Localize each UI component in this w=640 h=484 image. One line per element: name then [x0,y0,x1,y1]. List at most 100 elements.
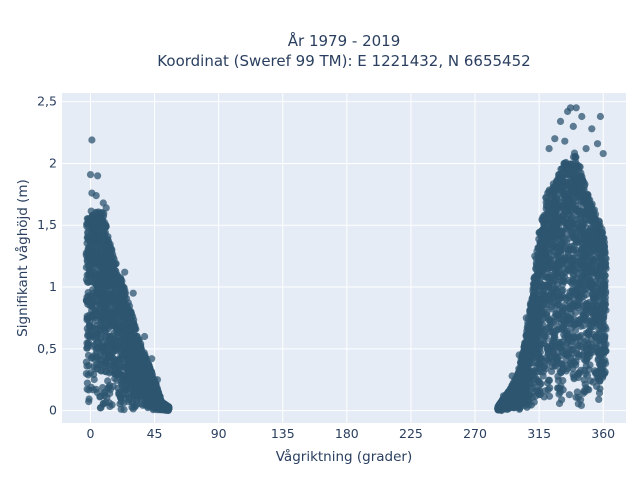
data-point [540,333,549,341]
data-point [515,351,523,359]
data-point [145,363,153,372]
data-point [574,353,583,361]
y-tick-label: 2 [49,155,57,170]
data-point [548,303,556,311]
data-point [93,353,101,361]
data-point [104,377,112,385]
data-point [151,402,159,410]
data-point [99,310,107,318]
data-point [553,272,561,281]
data-point [545,376,553,384]
data-point [124,394,133,402]
data-point [93,245,101,254]
data-point [590,294,598,302]
data-point [558,239,567,247]
data-point [578,178,586,186]
data-point [535,387,543,395]
data-point [561,137,569,145]
data-point [110,314,118,322]
data-point [588,230,597,238]
data-point [141,332,149,341]
data-point [563,361,572,370]
data-point [573,279,581,288]
data-point [556,117,565,125]
data-point [86,324,94,332]
data-point [545,234,553,242]
data-point [590,211,598,219]
data-point [560,190,568,198]
data-point [524,352,532,360]
data-point [105,242,113,250]
data-point [570,303,578,311]
data-point [117,393,125,401]
data-point [571,321,579,329]
data-point [116,400,124,408]
data-point [573,274,582,282]
data-point [588,346,596,354]
x-tick-label: 90 [211,426,227,441]
data-points [82,104,610,415]
data-point [106,265,114,273]
data-point [102,257,110,265]
data-point [558,205,567,213]
data-point [571,326,580,335]
data-point [87,313,95,321]
data-point [599,239,607,247]
data-point [569,122,577,130]
data-point [596,385,604,393]
data-point [532,303,540,311]
data-point [597,350,605,358]
data-point [86,318,94,326]
data-point [572,104,580,112]
data-point [578,172,586,181]
data-point [596,322,604,330]
data-point [587,335,595,343]
data-point [553,262,562,271]
data-point [105,399,113,407]
data-point [105,251,113,259]
x-tick-label: 45 [147,426,163,441]
data-point [120,363,128,371]
data-point [97,404,105,412]
data-point [558,176,567,184]
data-point [139,378,148,386]
data-point [116,280,124,288]
data-point [92,365,100,373]
data-point [550,278,558,286]
data-point [534,262,542,270]
data-point [100,285,108,294]
data-point [107,365,115,373]
data-point [529,368,538,376]
data-point [596,374,604,382]
data-point [568,255,576,263]
data-point [84,233,92,242]
data-point [93,338,101,346]
data-point [83,222,91,230]
data-point [83,339,91,347]
data-point [565,234,573,242]
data-point [520,361,528,369]
data-point [570,149,579,157]
chart-title-line-1: År 1979 - 2019 [288,31,401,50]
data-point [122,357,131,365]
data-point [555,399,564,408]
data-point [120,386,128,394]
data-point [577,396,585,404]
data-point [573,219,581,227]
data-point [93,286,101,294]
data-point [596,112,605,121]
data-point [561,307,569,315]
data-point [88,307,96,315]
data-point [572,361,580,369]
data-point [145,383,153,391]
data-point [547,288,555,296]
x-axis-title: Vågriktning (grader) [276,448,413,465]
data-point [595,395,603,403]
x-tick-label: 180 [335,426,359,441]
data-point [589,378,597,386]
data-point [100,351,108,359]
data-point [528,343,536,351]
x-tick-label: 270 [463,426,487,441]
data-point [569,370,577,378]
data-point [86,171,95,179]
